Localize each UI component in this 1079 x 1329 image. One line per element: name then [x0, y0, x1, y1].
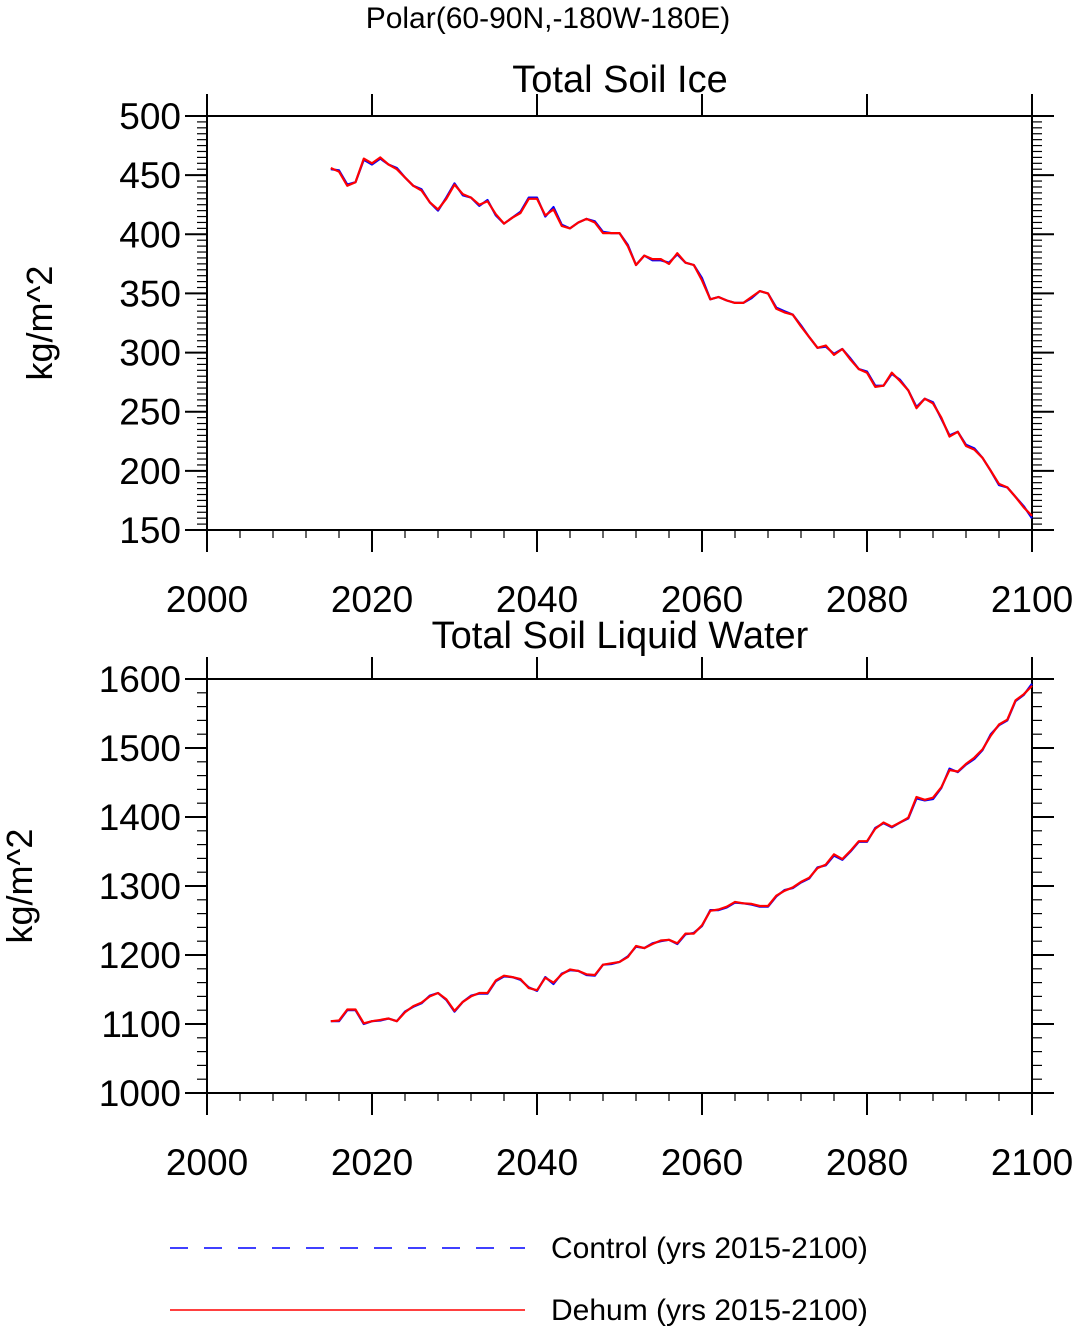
soil-liquid-ytick-label: 1500 [99, 728, 181, 769]
panel-soil-ice-ylabel: kg/m^2 [19, 266, 60, 381]
panel-soil-liquid: Total Soil Liquid Water kg/m^2 100011001… [0, 615, 1073, 1183]
panel-soil-liquid-axes: 1000 1100 1200 1300 1400 1500 1600 2000 2020 2040… [99, 657, 1073, 1183]
soil-liquid-ytick-label: 1000 [99, 1073, 181, 1114]
legend: Control (yrs 2015-2100) Dehum (yrs 2015-… [170, 1232, 868, 1327]
soil-liquid-xtick-label: 2100 [991, 1142, 1073, 1183]
soil-liquid-xtick-label: 2020 [331, 1142, 413, 1183]
legend-control-label: Control (yrs 2015-2100) [551, 1232, 868, 1265]
panel-soil-ice: Total Soil Ice kg/m^2 150 200 250 300 350 400… [19, 59, 1073, 620]
soil-ice-ytick-label: 400 [119, 214, 181, 255]
soil-ice-xtick-label: 2060 [661, 579, 743, 620]
soil-ice-frame [206, 115, 1033, 531]
panel-soil-ice-plot [330, 156, 1033, 519]
soil-ice-series-control [330, 157, 1033, 519]
soil-ice-ytick-label: 450 [119, 155, 181, 196]
soil-liquid-xtick-label: 2080 [826, 1142, 908, 1183]
soil-ice-series-dehum [330, 156, 1033, 517]
soil-ice-ytick-label: 150 [119, 510, 181, 551]
panel-soil-liquid-ylabel: kg/m^2 [0, 829, 40, 944]
soil-ice-xtick-label: 2000 [166, 579, 248, 620]
soil-ice-xtick-label: 2040 [496, 579, 578, 620]
soil-liquid-series-control [330, 683, 1033, 1026]
soil-liquid-ytick-label: 1400 [99, 797, 181, 838]
legend-dehum-label: Dehum (yrs 2015-2100) [551, 1294, 868, 1327]
soil-liquid-xtick-label: 2040 [496, 1142, 578, 1183]
panel-soil-liquid-plot [330, 683, 1033, 1026]
soil-liquid-ytick-label: 1100 [101, 1004, 181, 1045]
panel-soil-ice-title: Total Soil Ice [512, 59, 727, 101]
panel-soil-ice-axes: 150 200 250 300 350 400 450 500 2000 2020 2040 2060… [119, 94, 1073, 620]
soil-liquid-xtick-label: 2060 [661, 1142, 743, 1183]
soil-liquid-ytick-label: 1600 [99, 659, 181, 700]
soil-ice-xtick-label: 2020 [331, 579, 413, 620]
soil-ice-ytick-label: 350 [119, 273, 181, 314]
soil-liquid-xtick-label: 2000 [166, 1142, 248, 1183]
soil-ice-ytick-label: 200 [119, 451, 181, 492]
soil-ice-ytick-label: 300 [119, 333, 181, 374]
soil-ice-ytick-label: 250 [119, 392, 181, 433]
soil-liquid-series-dehum [330, 685, 1033, 1025]
soil-liquid-ytick-label: 1200 [99, 935, 181, 976]
soil-ice-xtick-label: 2080 [826, 579, 908, 620]
soil-liquid-frame [206, 678, 1033, 1094]
soil-liquid-ytick-label: 1300 [99, 866, 181, 907]
figure-title: Polar(60-90N,-180W-180E) [366, 2, 731, 35]
soil-ice-ytick-label: 500 [119, 96, 181, 137]
soil-ice-xtick-label: 2100 [991, 579, 1073, 620]
panel-soil-liquid-title: Total Soil Liquid Water [432, 615, 809, 657]
